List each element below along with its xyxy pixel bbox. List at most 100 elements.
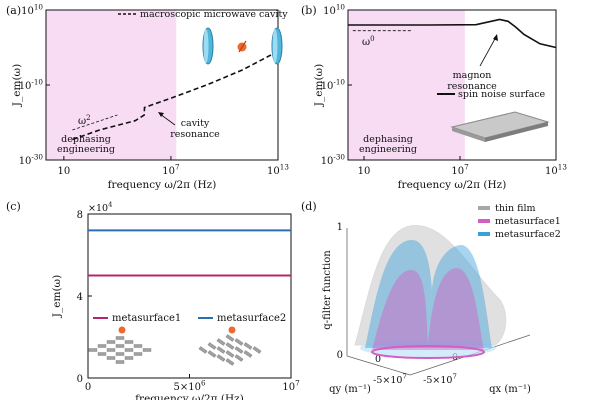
spin-surface-icon — [485, 122, 548, 142]
metasurface1-icon — [106, 348, 116, 352]
metasurface2-icon — [234, 338, 244, 346]
x-tick-label: 107 — [162, 163, 180, 178]
metasurface1-icon — [115, 336, 125, 340]
annotation-text: magnon — [453, 70, 492, 81]
x-tick-label: 10 — [57, 166, 70, 177]
x-axis-label: frequency ω/2π (Hz) — [108, 179, 217, 191]
qx-axis-label: qx (m⁻¹) — [489, 384, 531, 395]
legend-label: metasurface1 — [112, 313, 181, 324]
y-tick-label: 10-10 — [19, 78, 44, 93]
dephasing-region — [348, 10, 465, 160]
spin-surface-icon — [452, 127, 485, 142]
x-tick-label: 1013 — [545, 163, 567, 178]
annotation-arrowhead — [158, 112, 164, 117]
metasurface2-icon — [207, 342, 217, 350]
y-tick-label: 10-30 — [19, 153, 44, 168]
metasurface2-icon — [225, 358, 235, 366]
metasurface2-icon — [207, 350, 217, 358]
metasurface2-icon — [243, 342, 253, 350]
y-tick-label: 0 — [77, 374, 83, 385]
thin-film-surface — [354, 225, 507, 346]
z-tick-label: 1 — [337, 222, 343, 233]
qx-tick-label: -5×107 — [423, 373, 457, 386]
metasurface2-icon — [216, 354, 226, 362]
engineering-label: engineering — [57, 144, 115, 155]
metasurface2-icon — [234, 354, 244, 362]
metasurface1-rim — [371, 345, 485, 359]
metasurface2-icon — [216, 346, 226, 354]
x-tick-label: 10 — [358, 166, 371, 177]
metasurface1-icon — [133, 352, 143, 356]
panel-c-label: (c) — [6, 200, 21, 213]
legend-label: metasurface2 — [495, 229, 561, 240]
metasurface1-icon — [106, 356, 116, 360]
x-tick-label: 0 — [85, 382, 91, 393]
metasurface1-surface — [372, 268, 484, 350]
metasurface1-icon — [97, 344, 107, 348]
y-axis-label: J_em(ω) — [51, 275, 63, 318]
qy-axis-label: qy (m⁻¹) — [329, 384, 371, 395]
metasurface1-icon — [124, 348, 134, 352]
metasurface1-icon — [115, 360, 125, 364]
metasurface2-icon — [198, 346, 208, 354]
cavity-mirror-icon — [272, 29, 278, 63]
y-tick-label: 4 — [77, 292, 83, 303]
y-tick-label: 10-30 — [321, 153, 346, 168]
legend-label: metasurface2 — [217, 313, 286, 324]
metasurface2-icon — [252, 346, 262, 354]
axis-multiplier: ×104 — [88, 201, 112, 214]
qy-axis — [346, 355, 411, 376]
metasurface1-icon — [115, 352, 125, 356]
x-tick-label: 107 — [282, 379, 300, 394]
z-axis-label: q-filter function — [322, 250, 333, 330]
dephasing-label: dephasing — [61, 134, 111, 145]
y-tick-label: 8 — [77, 210, 83, 221]
dephasing-label: dephasing — [363, 134, 413, 145]
spin-arrow-icon — [238, 40, 247, 53]
annotation-arrowhead — [493, 34, 498, 41]
metasurface1-icon — [133, 344, 143, 348]
annotation-arrow — [159, 113, 176, 126]
metasurface1-icon — [106, 340, 116, 344]
metasurface2-icon — [225, 342, 235, 350]
spin-icon — [118, 326, 126, 334]
x-axis-label: frequency ω/2π (Hz) — [135, 393, 244, 400]
y-tick-label: 1010 — [323, 3, 345, 18]
panel-b-label: (b) — [301, 4, 317, 17]
metasurface1-icon — [115, 344, 125, 348]
metasurface1-icon — [124, 340, 134, 344]
metasurface1-icon — [124, 356, 134, 360]
metasurface2-icon — [243, 350, 253, 358]
metasurface1-icon — [97, 352, 107, 356]
qy-tick-label: 0 — [375, 354, 381, 365]
panel-a-label: (a) — [6, 4, 21, 17]
metasurface2-icon — [216, 338, 226, 346]
panel-c: (c) ×104 0 5×106 107 0 4 8 frequency ω/2π (Hz) J_… — [6, 200, 300, 400]
legend-label: metasurface1 — [495, 216, 561, 227]
y-axis-label: J_em(ω) — [313, 64, 325, 107]
qy-tick-label: -5×107 — [373, 373, 407, 386]
x-tick-label: 5×106 — [173, 379, 205, 394]
metasurface2-icon — [225, 334, 235, 342]
surface-base — [360, 339, 496, 357]
annotation-text: resonance — [170, 129, 220, 140]
x-axis-label: frequency ω/2π (Hz) — [398, 179, 507, 191]
annotation-text: cavity — [181, 118, 210, 129]
cavity-mirror-icon — [203, 29, 209, 63]
y-tick-label: 10-10 — [321, 78, 346, 93]
legend-label: macroscopic microwave cavity — [140, 9, 288, 20]
legend-label: thin film — [495, 203, 536, 214]
metasurface1-icon — [142, 348, 152, 352]
metasurface2-icon — [234, 346, 244, 354]
annotation-arrow — [479, 36, 497, 67]
metasurface2-icon — [225, 350, 235, 358]
panel-d-label: (d) — [301, 200, 317, 213]
series-line — [72, 50, 279, 141]
engineering-label: engineering — [359, 144, 417, 155]
y-axis-label: J_em(ω) — [11, 64, 23, 107]
x-tick-label: 1013 — [267, 163, 289, 178]
